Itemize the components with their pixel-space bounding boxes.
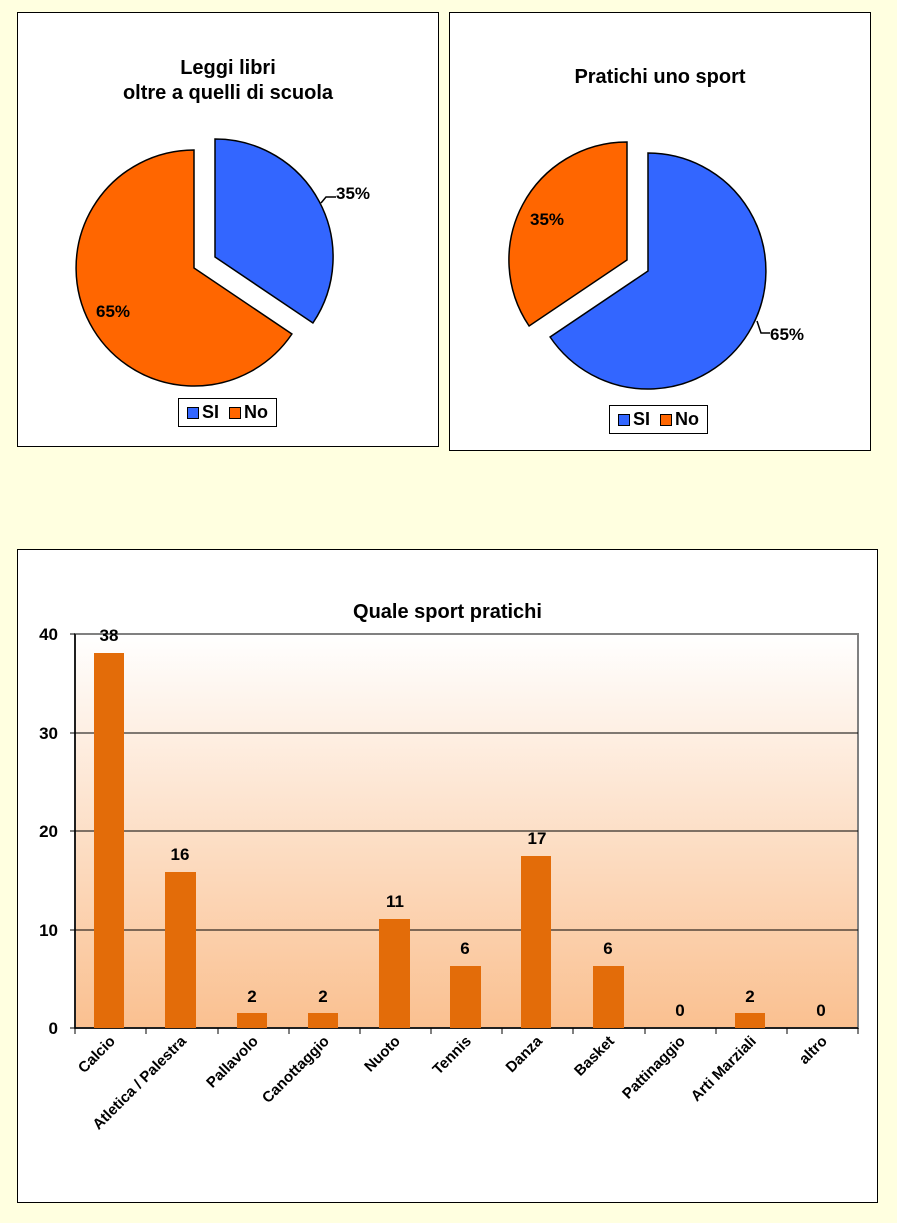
bar-canottaggio: [308, 1013, 338, 1028]
x-tick-label: Pattinaggio: [619, 1033, 689, 1103]
data-label: 2: [247, 987, 256, 1006]
legend-label-si: SI: [202, 402, 220, 422]
legend-swatch-no: [660, 413, 673, 426]
pie-reading-title-line2: oltre a quelli di scuola: [122, 82, 334, 104]
data-label: 6: [603, 939, 612, 958]
bar-pallavolo: [237, 1013, 267, 1028]
y-tick-label: 40: [39, 625, 58, 644]
pie-reading-title-line1: Leggi libri: [180, 57, 276, 79]
pie-reading-title: Leggi libri oltre a quelli di scuola: [18, 56, 438, 106]
leader-line: [320, 196, 336, 204]
x-tick-label: Arti Marziali: [688, 1033, 760, 1105]
leader-line: [756, 320, 770, 334]
bar-atletica-palestra: [165, 872, 196, 1028]
x-tick-label: Tennis: [429, 1033, 474, 1078]
y-tick-label: 0: [49, 1019, 58, 1038]
legend-swatch-si: [187, 406, 199, 419]
bar-nuoto: [379, 919, 410, 1028]
legend-label-si: SI: [633, 409, 651, 429]
bar-tennis: [450, 966, 481, 1028]
x-tick-label: Danza: [503, 1032, 547, 1076]
data-label: 2: [745, 987, 754, 1006]
x-tick-label: Canottaggio: [259, 1033, 333, 1107]
data-label: 2: [318, 987, 327, 1006]
pie-slice-no: [508, 141, 628, 328]
data-label: 16: [171, 845, 190, 864]
pie-reading-legend: SI No: [178, 398, 278, 427]
x-tick-label: Nuoto: [361, 1033, 404, 1076]
data-label: 0: [675, 1001, 684, 1020]
pie-label-no: 35%: [530, 210, 564, 229]
pie-sport-title: Pratichi uno sport: [574, 66, 746, 88]
legend-swatch-si: [618, 413, 630, 426]
pie-chart-reading-panel: Leggi libri oltre a quelli di scuola 35%…: [17, 12, 439, 447]
data-label: 17: [528, 829, 547, 848]
x-tick-label: Calcio: [75, 1033, 119, 1077]
x-tick-label: Basket: [571, 1033, 618, 1080]
bar-basket: [593, 966, 624, 1028]
pie-label-si: 35%: [336, 184, 370, 203]
legend-swatch-no: [229, 406, 242, 419]
bar-chart-plot: 0 10 20 30 40: [39, 625, 859, 1133]
x-tick-label: altro: [796, 1033, 831, 1068]
data-label: 6: [460, 939, 469, 958]
data-label: 11: [386, 892, 404, 911]
pie-sport-legend: SI No: [609, 405, 709, 434]
data-label: 38: [100, 626, 119, 645]
data-label: 0: [816, 1001, 825, 1020]
bar-calcio: [94, 653, 124, 1028]
legend-label-no: No: [675, 409, 700, 429]
y-tick-label: 10: [39, 921, 58, 940]
pie-label-si: 65%: [770, 325, 804, 344]
pie-slice-no: [75, 149, 293, 387]
y-axis: 0 10 20 30 40: [39, 625, 76, 1038]
bar-chart-title: Quale sport pratichi: [353, 601, 542, 623]
y-tick-label: 30: [39, 724, 58, 743]
y-tick-label: 20: [39, 822, 58, 841]
data-labels: 38 16 2 2 11 6 17 6 0 2 0: [100, 626, 826, 1020]
pie-slice-si: [549, 152, 767, 390]
pie-slice-si: [214, 138, 334, 325]
bar-chart-panel: Quale sport pratichi 0 10 20 30 40: [17, 549, 878, 1203]
bars: [94, 653, 765, 1028]
bar-arti-marziali: [735, 1013, 765, 1028]
pie-chart-sport-panel: Pratichi uno sport 65% 35% SI No: [449, 12, 871, 451]
gridlines: [75, 732, 858, 931]
x-tick-label: Pallavolo: [203, 1033, 262, 1092]
pie-label-no: 65%: [96, 302, 130, 321]
x-tick-labels: Calcio Atletica / Palestra Pallavolo Can…: [75, 1032, 831, 1133]
pie-sport-plot: 65% 35%: [508, 141, 804, 390]
legend-label-no: No: [244, 402, 269, 422]
pie-reading-plot: 35% 65%: [75, 138, 370, 387]
bar-danza: [521, 856, 551, 1028]
